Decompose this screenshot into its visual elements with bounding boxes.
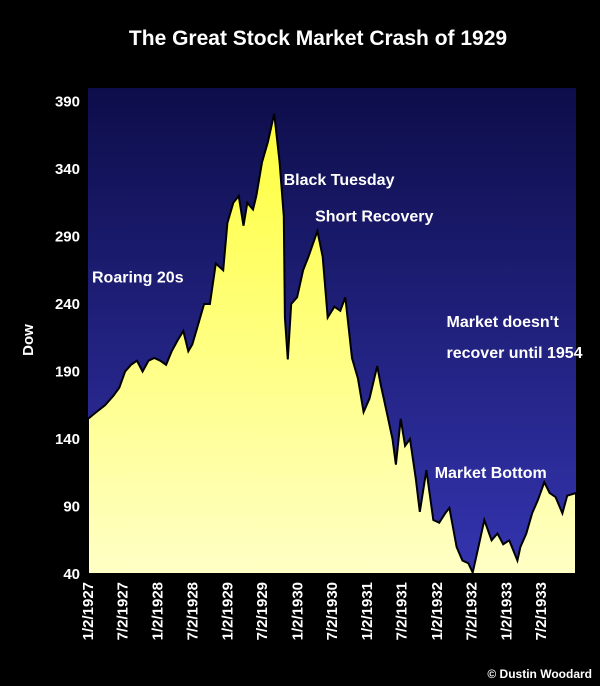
x-tick-label: 1/2/1927: [80, 582, 97, 640]
x-tick-label: 1/2/1930: [289, 582, 306, 640]
x-tick-label: 7/2/1928: [185, 582, 202, 640]
x-tick-label: 1/2/1928: [150, 582, 167, 640]
annotation-roaring: Roaring 20s: [92, 269, 184, 286]
x-axis: 1/2/1927 7/2/1927 1/2/1928 7/2/1928 1/2/1929…: [80, 582, 550, 640]
y-tick-label: 90: [63, 499, 80, 516]
annotation-short-recovery: Short Recovery: [315, 209, 433, 226]
credit-text: © Dustin Woodard: [487, 667, 592, 681]
x-tick-label: 1/2/1933: [499, 582, 516, 640]
dow-area-series: [87, 113, 577, 576]
annotations: Roaring 20s Black Tuesday Short Recovery Ma…: [92, 172, 583, 482]
x-tick-label: 7/2/1927: [115, 582, 132, 640]
x-tick-label: 7/2/1929: [254, 582, 271, 640]
y-axis: 40 90 140 190 240 290 340 390: [55, 94, 80, 584]
y-tick-label: 40: [63, 566, 80, 583]
y-tick-label: 290: [55, 229, 80, 246]
x-tick-label: 7/2/1930: [324, 582, 341, 640]
annotation-doesnt-recover-1: Market doesn't: [447, 314, 560, 331]
x-tick-label: 1/2/1932: [429, 582, 446, 640]
annotation-market-bottom: Market Bottom: [435, 465, 547, 482]
y-axis-label: Dow: [20, 324, 37, 356]
x-tick-label: 1/2/1929: [220, 582, 237, 640]
x-tick-label: 1/2/1931: [359, 582, 376, 640]
annotation-black-tuesday: Black Tuesday: [284, 172, 395, 189]
x-tick-label: 7/2/1932: [464, 582, 481, 640]
y-tick-label: 240: [55, 296, 80, 313]
y-tick-label: 390: [55, 94, 80, 111]
y-tick-label: 190: [55, 364, 80, 381]
y-tick-label: 340: [55, 161, 80, 178]
x-tick-label: 7/2/1933: [533, 582, 550, 640]
annotation-doesnt-recover-2: recover until 1954: [447, 345, 583, 362]
x-tick-label: 7/2/1931: [394, 582, 411, 640]
chart-title: The Great Stock Market Crash of 1929: [129, 27, 507, 50]
y-tick-label: 140: [55, 431, 80, 448]
